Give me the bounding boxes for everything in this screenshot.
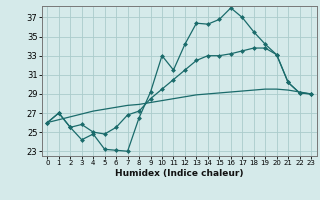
X-axis label: Humidex (Indice chaleur): Humidex (Indice chaleur) [115, 169, 244, 178]
